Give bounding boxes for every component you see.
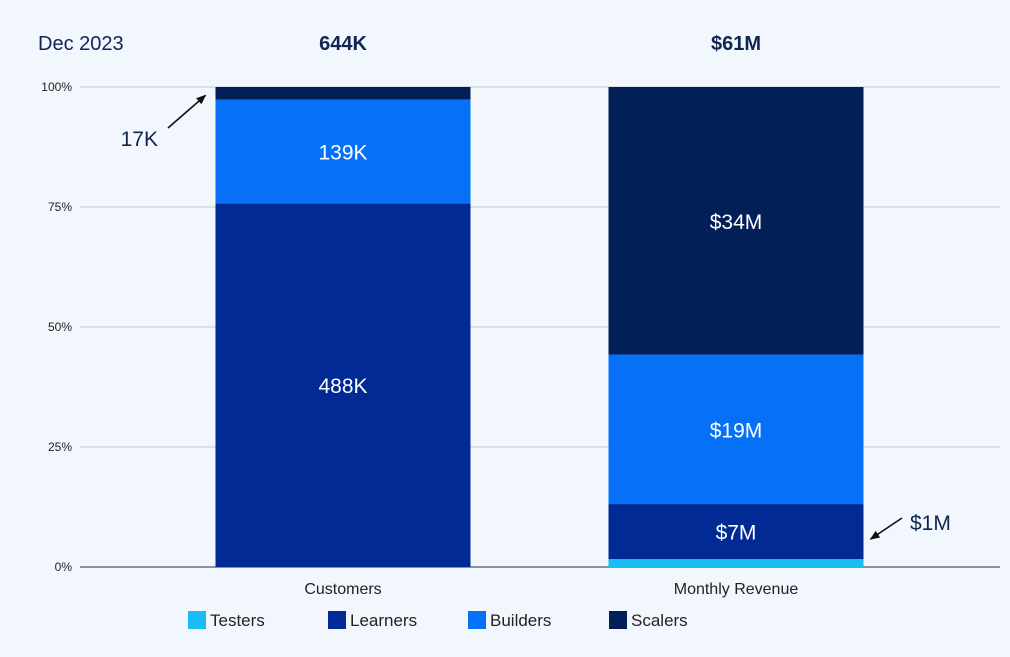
y-axis-ticks: 0% 25% 50% 75% 100% [41, 80, 72, 574]
bar-totals: 644K $61M [319, 33, 761, 55]
legend-label: Learners [350, 611, 417, 630]
bar-segment-scalers [608, 87, 864, 355]
callout-label: 17K [121, 128, 158, 151]
callouts: 17K $1M [121, 94, 951, 540]
legend-label: Testers [210, 611, 265, 630]
legend-swatch [328, 611, 346, 629]
y-tick-label: 0% [55, 560, 73, 574]
chart-title: Dec 2023 [38, 33, 124, 55]
y-tick-label: 50% [48, 320, 72, 334]
callout-label: $1M [910, 512, 951, 535]
bar-segment-learners [215, 203, 471, 567]
bar-segment-testers [608, 559, 864, 567]
y-tick-label: 25% [48, 440, 72, 454]
segment-label: $19M [710, 419, 763, 442]
bar-segment-builders [608, 354, 864, 505]
y-tick-label: 100% [41, 80, 72, 94]
bar-total: $61M [711, 33, 761, 55]
bar-segment-scalers [215, 87, 471, 100]
category-label: Monthly Revenue [674, 581, 799, 598]
bars: 488K 139K $7M $19M $34M [215, 87, 864, 567]
bar-segment-learners [608, 504, 864, 560]
segment-label: 488K [318, 375, 367, 398]
legend-swatch [609, 611, 627, 629]
category-label: Customers [304, 581, 381, 598]
legend-label: Builders [490, 611, 551, 630]
legend-swatch [188, 611, 206, 629]
segment-label: $7M [716, 522, 757, 545]
bar-segment-builders [215, 99, 471, 204]
legend: Testers Learners Builders Scalers [188, 611, 688, 630]
legend-swatch [468, 611, 486, 629]
segment-label: 139K [318, 141, 367, 164]
y-tick-label: 75% [48, 200, 72, 214]
segment-label: $34M [710, 211, 763, 234]
callout-arrow [167, 94, 207, 129]
x-axis-categories: Customers Monthly Revenue [304, 581, 798, 598]
legend-label: Scalers [631, 611, 688, 630]
bar-total: 644K [319, 33, 367, 55]
callout-arrow [869, 517, 903, 540]
